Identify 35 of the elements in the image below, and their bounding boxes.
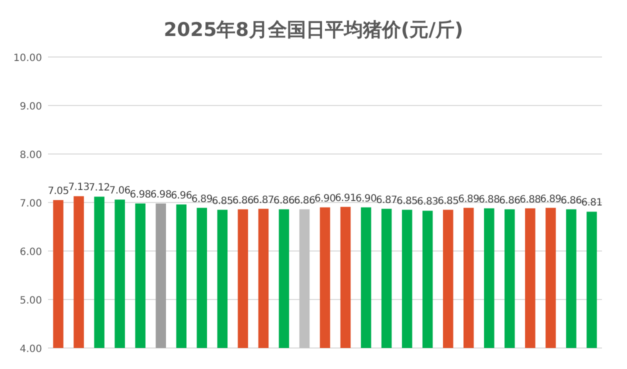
data-label: 6.87 — [252, 194, 274, 206]
y-tick-label: 7.00 — [20, 198, 42, 210]
data-label: 6.89 — [458, 194, 480, 205]
data-label: 6.86 — [499, 195, 520, 206]
data-label: 6.83 — [417, 196, 438, 208]
data-label: 6.90 — [356, 193, 377, 204]
y-tick-label: 5.00 — [20, 296, 42, 306]
chart-title: 2025年8月全国日平均猪价(元/斤) — [164, 19, 464, 41]
data-label: 6.85 — [396, 196, 418, 207]
y-tick-label: 10.00 — [13, 53, 42, 64]
data-label: 7.06 — [109, 186, 130, 197]
y-tick-label: 6.00 — [20, 247, 42, 258]
data-label: 6.86 — [560, 195, 582, 206]
data-label: 6.96 — [170, 190, 192, 202]
data-label: 6.89 — [540, 194, 562, 205]
data-label: 6.85 — [438, 196, 459, 207]
data-label: 6.98 — [150, 189, 172, 200]
data-label: 6.81 — [581, 198, 602, 209]
data-label: 6.90 — [314, 193, 336, 204]
data-label: 6.88 — [520, 194, 541, 206]
y-tick-label: 8.00 — [20, 150, 42, 161]
data-label: 6.98 — [130, 189, 151, 200]
data-label: 6.89 — [191, 194, 212, 205]
data-label: 7.12 — [88, 182, 110, 194]
data-label: 6.86 — [232, 195, 254, 206]
data-label: 7.05 — [48, 186, 69, 198]
y-tick-label: 9.00 — [20, 102, 42, 112]
data-label: 7.13 — [68, 182, 90, 194]
data-label: 6.91 — [334, 192, 356, 204]
data-label: 6.87 — [376, 194, 398, 206]
data-label: 6.86 — [273, 195, 294, 206]
data-label: 6.86 — [294, 195, 316, 206]
y-tick-label: 4.00 — [20, 344, 42, 355]
data-label: 6.88 — [478, 194, 500, 206]
data-label: 6.85 — [212, 196, 233, 207]
